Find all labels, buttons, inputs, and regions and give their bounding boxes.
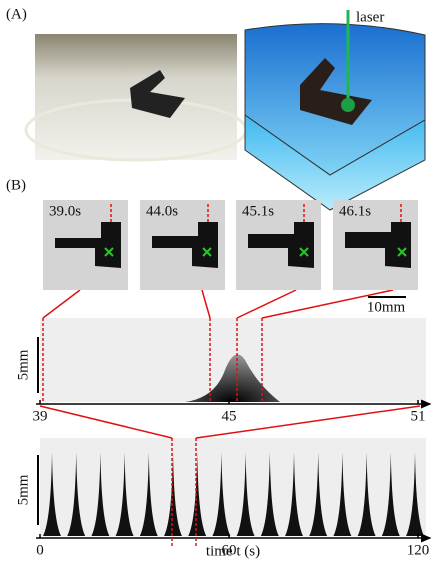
frame-time: 39.0s <box>49 203 81 219</box>
panel-label: (B) <box>6 177 26 193</box>
scale-label: 10mm <box>367 299 406 315</box>
y-label: 5mm <box>15 349 31 380</box>
laser-label: laser <box>356 9 384 25</box>
figure: (A) laser (B) 10mm 5mm 5mm time t (s) 39… <box>0 0 434 562</box>
x-tick-label: 39 <box>33 408 48 424</box>
page: {"panel_a": {"label": "(A)", "laser_labe… <box>0 0 434 562</box>
laser-spot <box>341 98 355 112</box>
y-label: 5mm <box>15 474 31 505</box>
frame-time: 46.1s <box>339 203 371 219</box>
x-tick-label: 0 <box>36 542 44 558</box>
x-tick-label: 51 <box>411 408 426 424</box>
frame: 46.1s <box>333 200 418 290</box>
frame: 44.0s <box>140 200 225 290</box>
frame: 39.0s <box>43 200 128 290</box>
frame-time: 45.1s <box>242 203 274 219</box>
panel-label: (A) <box>6 6 27 22</box>
frame-time: 44.0s <box>146 203 178 219</box>
frame: 45.1s <box>236 200 321 290</box>
x-tick-label: 60 <box>222 542 237 558</box>
x-tick-label: 120 <box>407 542 430 558</box>
x-tick-label: 45 <box>222 408 237 424</box>
